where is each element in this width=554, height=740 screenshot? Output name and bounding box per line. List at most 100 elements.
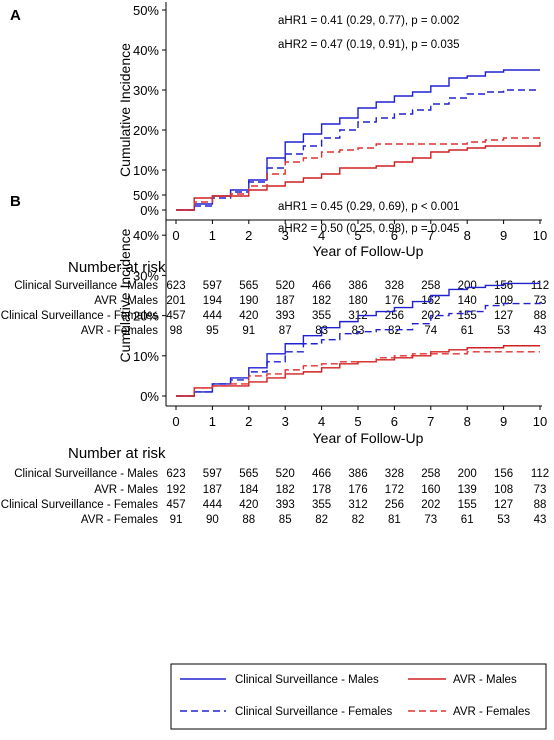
x-axis-title: Year of Follow-Up xyxy=(313,430,424,446)
risk-cell: 112 xyxy=(531,280,549,292)
legend-label: Clinical Surveillance - Females xyxy=(235,706,392,718)
legend-label: AVR - Females xyxy=(453,706,530,718)
x-tick-label: 0 xyxy=(172,414,179,429)
risk-cell: 53 xyxy=(497,514,510,526)
risk-cell: 256 xyxy=(385,499,404,511)
risk-cell: 43 xyxy=(534,514,547,526)
x-tick-label: 5 xyxy=(354,414,361,429)
x-tick-label: 3 xyxy=(282,228,289,243)
risk-cell: 457 xyxy=(166,310,185,322)
risk-cell: 187 xyxy=(203,484,222,496)
risk-cell: 457 xyxy=(166,499,185,511)
hazard-ratio-annotation: aHR1 = 0.45 (0.29, 0.69), p < 0.001 xyxy=(278,201,460,213)
legend-box xyxy=(170,663,547,730)
risk-cell: 256 xyxy=(385,310,404,322)
x-tick-label: 3 xyxy=(282,414,289,429)
risk-cell: 520 xyxy=(276,280,295,292)
risk-row-label: Clinical Surveillance - Males xyxy=(14,280,158,292)
risk-cell: 312 xyxy=(348,499,367,511)
risk-cell: 393 xyxy=(276,499,295,511)
risk-cell: 597 xyxy=(203,468,222,480)
series-line xyxy=(176,137,540,211)
risk-cell: 112 xyxy=(531,468,549,480)
y-tick-label: 10% xyxy=(133,349,159,364)
risk-cell: 355 xyxy=(312,310,331,322)
risk-cell: 176 xyxy=(385,295,404,307)
risk-cell: 328 xyxy=(385,468,404,480)
x-tick-label: 10 xyxy=(533,414,547,429)
risk-cell: 444 xyxy=(203,310,223,322)
series-line xyxy=(176,282,540,397)
risk-cell: 466 xyxy=(312,280,331,292)
x-tick-label: 8 xyxy=(464,414,471,429)
series-line xyxy=(176,89,540,211)
x-axis-title: Year of Follow-Up xyxy=(313,243,424,259)
risk-cell: 88 xyxy=(242,514,255,526)
risk-cell: 74 xyxy=(424,325,437,337)
panel-a: A 0% 10% 20% 30% 40% 50% 0 1 2 3 4 5 6 7 8 9 10 Year of Fo… xyxy=(1,2,549,337)
risk-cell: 393 xyxy=(276,310,295,322)
y-tick-label: 20% xyxy=(133,309,159,324)
x-tick-label: 1 xyxy=(209,228,216,243)
risk-cell: 61 xyxy=(461,325,474,337)
risk-cell: 53 xyxy=(497,325,510,337)
risk-cell: 127 xyxy=(494,499,513,511)
risk-cell: 88 xyxy=(534,310,547,322)
hazard-ratio-annotation: aHR2 = 0.47 (0.19, 0.91), p = 0.035 xyxy=(278,39,460,51)
y-tick-label: 20% xyxy=(133,123,159,138)
risk-cell: 127 xyxy=(494,310,513,322)
risk-cell: 202 xyxy=(421,499,440,511)
risk-cell: 182 xyxy=(312,295,331,307)
y-tick-label: 30% xyxy=(133,83,159,98)
hazard-ratio-annotation: aHR1 = 0.41 (0.29, 0.77), p = 0.002 xyxy=(278,15,460,27)
panel-letter: B xyxy=(10,193,21,210)
y-tick-label: 0% xyxy=(140,389,159,404)
legend: Clinical Surveillance - Males AVR - Males… xyxy=(170,663,547,730)
risk-cell: 88 xyxy=(534,499,547,511)
x-tick-label: 9 xyxy=(500,414,507,429)
x-tick-label: 2 xyxy=(245,228,252,243)
risk-cell: 386 xyxy=(348,468,367,480)
risk-cell: 328 xyxy=(385,280,404,292)
risk-cell: 82 xyxy=(388,325,401,337)
series-line xyxy=(176,301,541,397)
risk-cell: 90 xyxy=(206,514,219,526)
x-tick-label: 8 xyxy=(464,228,471,243)
x-tick-label: 5 xyxy=(354,228,361,243)
risk-cell: 139 xyxy=(458,484,477,496)
risk-cell: 200 xyxy=(458,468,477,480)
risk-cell: 43 xyxy=(534,325,547,337)
risk-table-title: Number at risk xyxy=(68,259,166,276)
risk-cell: 178 xyxy=(312,484,331,496)
x-tick-label: 4 xyxy=(318,228,325,243)
panel-letter: A xyxy=(10,7,21,24)
risk-cell: 444 xyxy=(203,499,223,511)
legend-label: AVR - Males xyxy=(453,674,517,686)
risk-cell: 108 xyxy=(494,484,513,496)
legend-label: Clinical Surveillance - Males xyxy=(235,674,379,686)
x-tick-label: 0 xyxy=(172,228,179,243)
y-tick-label: 50% xyxy=(133,3,159,18)
risk-row-label: AVR - Males xyxy=(94,295,158,307)
risk-cell: 160 xyxy=(421,484,440,496)
risk-cell: 156 xyxy=(494,468,513,480)
x-tick-label: 6 xyxy=(391,228,398,243)
x-tick-label: 7 xyxy=(427,414,434,429)
risk-cell: 420 xyxy=(239,310,258,322)
risk-cell: 192 xyxy=(166,484,185,496)
risk-cell: 98 xyxy=(170,325,183,337)
risk-cell: 420 xyxy=(239,499,258,511)
y-tick-label: 30% xyxy=(133,268,159,283)
risk-cell: 200 xyxy=(458,280,477,292)
risk-cell: 565 xyxy=(239,280,258,292)
risk-cell: 73 xyxy=(534,295,547,307)
risk-cell: 520 xyxy=(276,468,295,480)
risk-cell: 61 xyxy=(461,514,474,526)
risk-cell: 155 xyxy=(458,499,477,511)
x-tick-label: 7 xyxy=(427,228,434,243)
risk-cell: 565 xyxy=(239,468,258,480)
series-line xyxy=(176,69,540,211)
hazard-ratio-annotation: aHR2 = 0.50 (0.25, 0.98), p = 0.045 xyxy=(278,223,460,235)
